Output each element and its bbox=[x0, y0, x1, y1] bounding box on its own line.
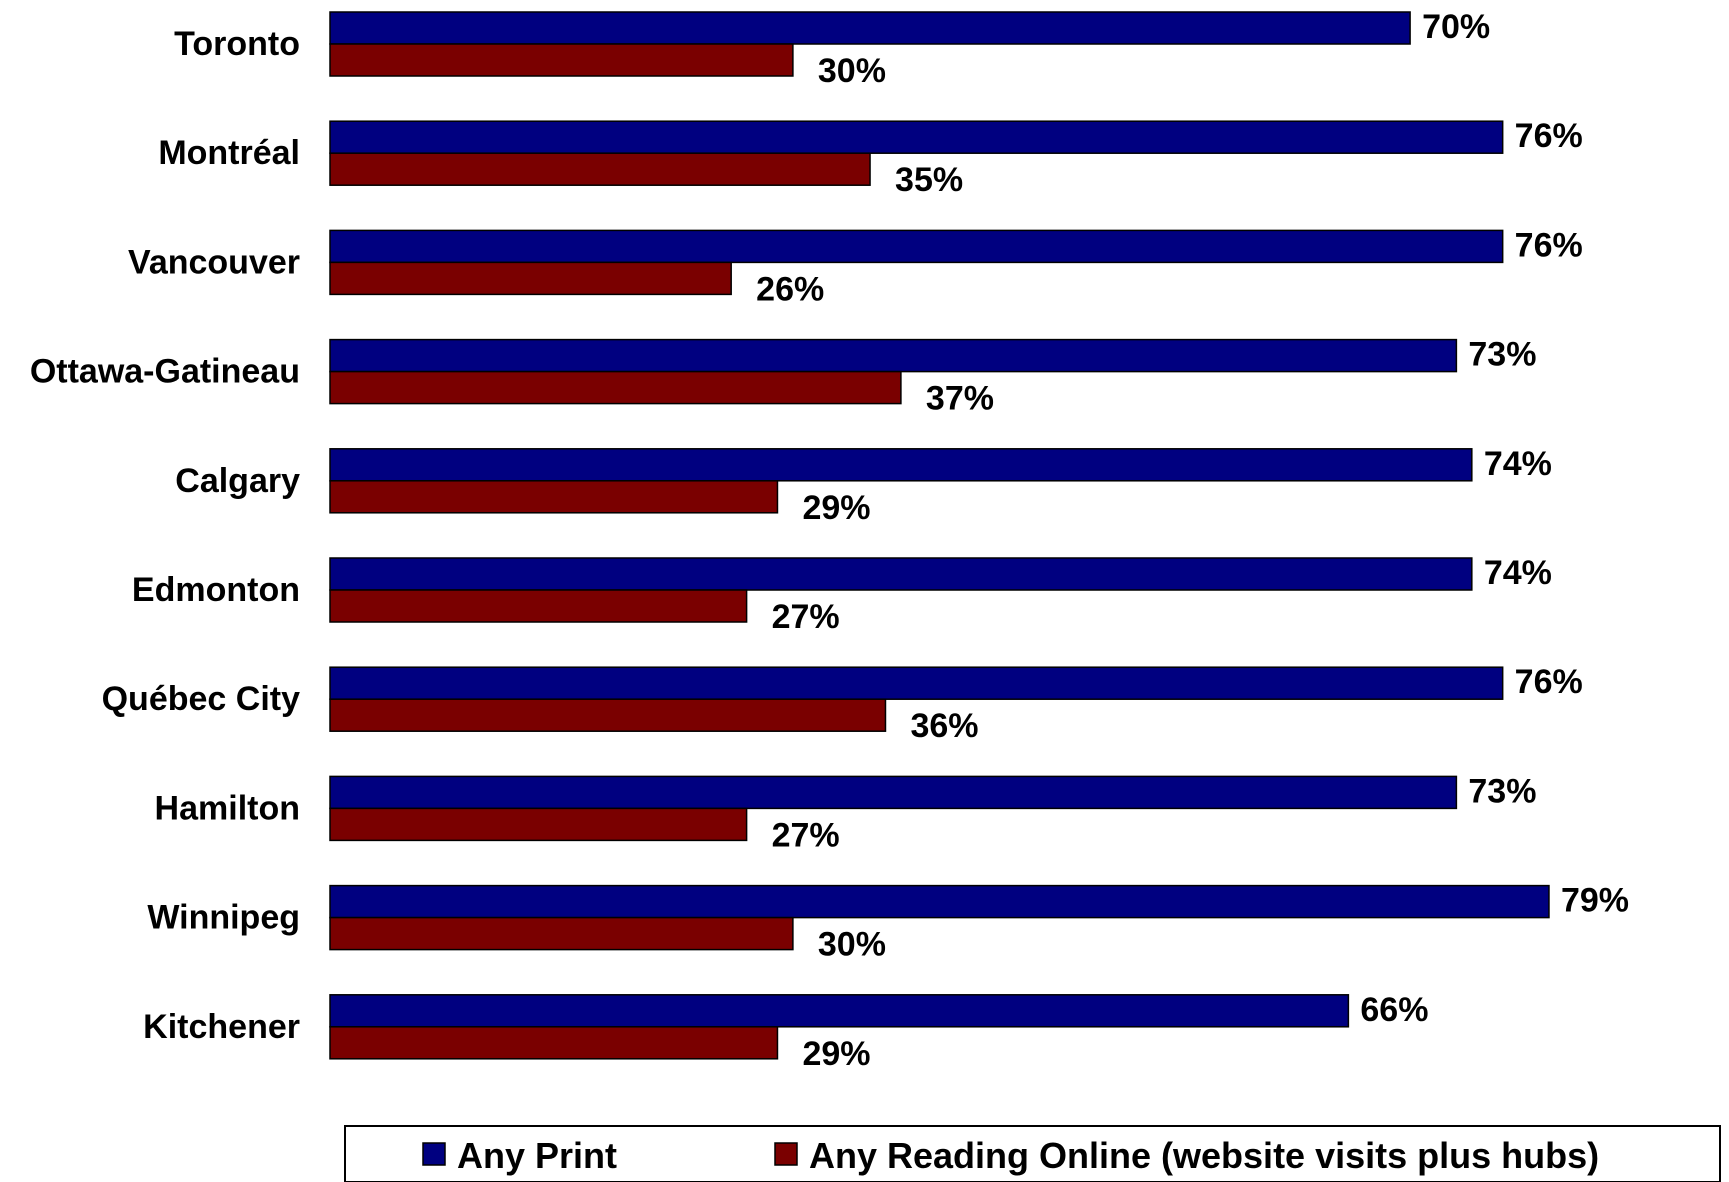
bar-any-print-ottawa-gatineau bbox=[329, 338, 1458, 373]
legend-frame bbox=[344, 1125, 1721, 1182]
bar-any-reading-online-hamilton bbox=[329, 807, 748, 842]
bar-any-print-kitchener bbox=[329, 994, 1350, 1028]
value-label-any-reading-online-toronto: 30% bbox=[818, 52, 886, 90]
category-label-hamilton: Hamilton bbox=[155, 789, 300, 827]
value-label-any-reading-online-winnipeg: 30% bbox=[818, 926, 886, 964]
value-label-any-print-edmonton: 74% bbox=[1484, 554, 1552, 592]
value-label-any-reading-online-hamilton: 27% bbox=[772, 816, 840, 854]
legend: Any Print Any Reading Online (website vi… bbox=[344, 1125, 1721, 1182]
bar-any-print-calgary bbox=[329, 448, 1473, 482]
value-label-any-reading-online-montreal: 35% bbox=[895, 161, 963, 199]
category-label-winnipeg: Winnipeg bbox=[147, 899, 300, 937]
category-label-toronto: Toronto bbox=[174, 25, 300, 63]
bars-group bbox=[329, 11, 1550, 1060]
value-label-any-print-winnipeg: 79% bbox=[1561, 882, 1629, 920]
bar-any-print-montreal bbox=[329, 120, 1504, 154]
bar-any-print-quebec-city bbox=[329, 666, 1504, 700]
bar-any-reading-online-toronto bbox=[329, 43, 794, 77]
value-label-any-reading-online-calgary: 29% bbox=[802, 489, 870, 527]
category-label-kitchener: Kitchener bbox=[143, 1008, 300, 1046]
category-label-vancouver: Vancouver bbox=[128, 243, 300, 281]
value-label-any-reading-online-ottawa-gatineau: 37% bbox=[926, 380, 994, 418]
value-label-any-reading-online-kitchener: 29% bbox=[802, 1035, 870, 1073]
bar-any-reading-online-montreal bbox=[329, 152, 871, 186]
bar-any-reading-online-winnipeg bbox=[329, 916, 794, 951]
value-label-any-print-kitchener: 66% bbox=[1360, 991, 1428, 1029]
bar-any-print-toronto bbox=[329, 11, 1411, 45]
bar-any-reading-online-calgary bbox=[329, 480, 779, 514]
value-label-any-print-montreal: 76% bbox=[1515, 117, 1583, 155]
value-label-any-print-toronto: 70% bbox=[1422, 8, 1490, 46]
bar-any-reading-online-vancouver bbox=[329, 261, 732, 296]
value-label-any-print-vancouver: 76% bbox=[1515, 226, 1583, 264]
value-label-any-print-hamilton: 73% bbox=[1468, 772, 1536, 810]
legend-swatch-any-print bbox=[422, 1142, 446, 1166]
legend-swatch-any-reading-online bbox=[774, 1142, 798, 1166]
bar-any-print-hamilton bbox=[329, 775, 1458, 810]
value-label-any-print-quebec-city: 76% bbox=[1515, 663, 1583, 701]
value-label-any-reading-online-edmonton: 27% bbox=[772, 598, 840, 636]
bar-any-print-vancouver bbox=[329, 229, 1504, 264]
bar-any-reading-online-quebec-city bbox=[329, 698, 887, 732]
category-label-ottawa-gatineau: Ottawa-Gatineau bbox=[30, 353, 300, 391]
legend-label-any-reading-online: Any Reading Online (website visits plus … bbox=[809, 1135, 1599, 1176]
bar-any-reading-online-ottawa-gatineau bbox=[329, 370, 902, 405]
labels-group: Toronto 70% 30% Montréal 76% 35% Vancouver 76% 2… bbox=[30, 8, 1629, 1073]
value-label-any-reading-online-vancouver: 26% bbox=[756, 270, 824, 308]
category-label-montreal: Montréal bbox=[158, 134, 300, 172]
value-label-any-print-calgary: 74% bbox=[1484, 445, 1552, 483]
category-label-edmonton: Edmonton bbox=[132, 571, 300, 609]
legend-label-any-print: Any Print bbox=[457, 1135, 617, 1176]
bar-any-print-winnipeg bbox=[329, 884, 1550, 919]
bar-any-print-edmonton bbox=[329, 557, 1473, 591]
bar-any-reading-online-edmonton bbox=[329, 589, 748, 623]
value-label-any-print-ottawa-gatineau: 73% bbox=[1468, 336, 1536, 374]
category-label-calgary: Calgary bbox=[175, 462, 300, 500]
value-label-any-reading-online-quebec-city: 36% bbox=[910, 707, 978, 745]
category-label-quebec-city: Québec City bbox=[102, 680, 300, 718]
bar-any-reading-online-kitchener bbox=[329, 1026, 779, 1060]
